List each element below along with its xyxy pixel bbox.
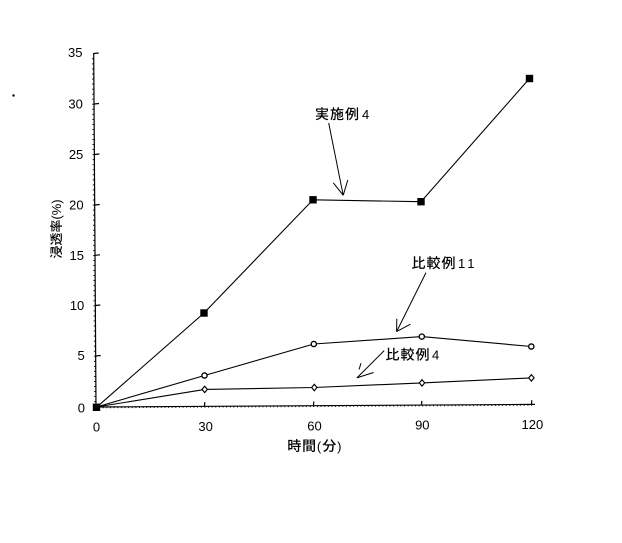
svg-text:120: 120 [522,417,544,432]
svg-text:(: ( [317,439,322,454]
svg-text:25: 25 [69,147,83,162]
svg-text:10: 10 [70,298,84,313]
svg-text:(%): (%) [49,199,64,219]
svg-text:30: 30 [198,419,212,434]
svg-text:0: 0 [93,419,100,434]
svg-text:30: 30 [68,97,82,112]
svg-text:): ) [337,439,341,454]
svg-text:35: 35 [68,45,82,60]
svg-text:20: 20 [69,198,83,213]
svg-text:90: 90 [415,418,429,433]
svg-text:5: 5 [77,348,84,363]
svg-text:11: 11 [458,256,478,271]
svg-text:60: 60 [307,418,321,433]
svg-text:4: 4 [362,107,369,122]
svg-text:4: 4 [432,348,439,363]
svg-text:15: 15 [70,248,84,263]
svg-text:0: 0 [78,400,85,415]
